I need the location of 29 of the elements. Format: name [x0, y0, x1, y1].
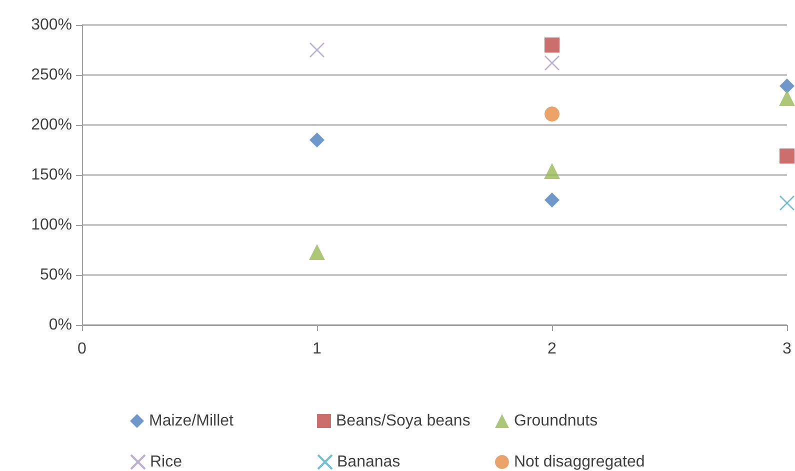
y-tick-label: 150%: [31, 166, 72, 184]
legend-label: Beans/Soya beans: [336, 412, 470, 430]
point: [544, 163, 560, 179]
point: [779, 90, 795, 106]
y-tick-label: 250%: [31, 66, 72, 84]
legend-label: Rice: [150, 454, 182, 470]
point: [544, 55, 560, 71]
point: [544, 38, 560, 52]
point: [309, 244, 325, 260]
point: [544, 192, 560, 208]
legend-label: Groundnuts: [514, 412, 598, 430]
point: [544, 106, 560, 122]
y-tick-label: 300%: [31, 16, 72, 34]
point: [780, 148, 794, 164]
y-tick-label: 0%: [48, 316, 72, 334]
x-tick-label: 3: [782, 340, 792, 358]
legend-label: Bananas: [337, 454, 400, 470]
x-tick-label: 2: [548, 340, 557, 358]
y-tick-label: 200%: [31, 116, 72, 134]
x-tick-label: 0: [78, 340, 87, 358]
point: [779, 195, 795, 211]
legend-label: Not disaggregated: [514, 454, 645, 470]
x-tick-label: 1: [312, 340, 322, 358]
point: [310, 132, 324, 148]
legend-label: Maize/Millet: [149, 412, 234, 430]
point: [309, 42, 325, 58]
point: [780, 78, 794, 94]
y-tick-label: 100%: [31, 216, 72, 234]
y-tick-label: 50%: [40, 266, 72, 284]
